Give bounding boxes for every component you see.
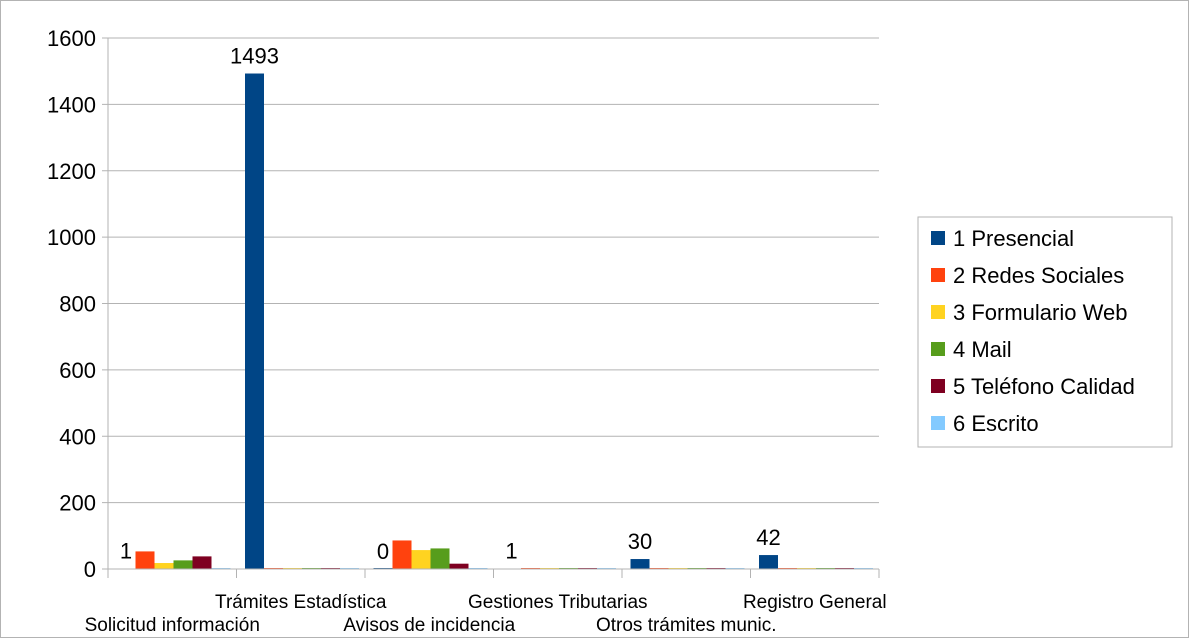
x-category-label: Otros trámites munic. — [596, 615, 777, 636]
bar-3-3 — [411, 550, 431, 569]
data-label: 1493 — [230, 44, 279, 69]
legend-swatch — [931, 231, 945, 245]
legend: 1 Presencial 2 Redes Sociales 3 Formulario… — [917, 216, 1173, 448]
legend-box — [917, 216, 1173, 448]
bar-3-1 — [154, 563, 174, 569]
legend-label: 2 Redes Sociales — [953, 263, 1124, 288]
bar-5-3 — [449, 563, 469, 569]
bar-4-3 — [430, 548, 450, 569]
bar-1-5 — [630, 559, 650, 569]
legend-swatch — [931, 342, 945, 356]
y-tick-label: 1600 — [47, 26, 96, 51]
legend-label: 4 Mail — [953, 337, 1012, 362]
y-tick-label: 400 — [59, 424, 96, 449]
legend-swatch — [931, 268, 945, 282]
data-label: 42 — [756, 525, 780, 550]
bars — [116, 73, 873, 570]
y-tick-label: 200 — [59, 491, 96, 516]
legend-swatch — [931, 305, 945, 319]
bar-1-6 — [759, 555, 778, 569]
data-label: 30 — [628, 529, 652, 554]
bar-2-1 — [135, 551, 155, 569]
y-tick-label: 1400 — [47, 92, 96, 117]
legend-swatch — [931, 379, 945, 393]
bar-1-2 — [245, 73, 264, 570]
x-category-label: Registro General — [743, 592, 887, 613]
bar-5-1 — [192, 556, 212, 569]
y-tick-label: 800 — [59, 292, 96, 317]
y-tick-label: 1000 — [47, 225, 96, 250]
y-tick-label: 1200 — [47, 159, 96, 184]
data-labels: 1 1493 0 1 30 42 — [120, 44, 781, 564]
x-category-label: Solicitud información — [85, 615, 260, 636]
legend-label: 3 Formulario Web — [953, 300, 1127, 325]
legend-label: 5 Teléfono Calidad — [953, 374, 1135, 399]
data-label: 0 — [377, 539, 389, 564]
bar-4-1 — [173, 560, 193, 569]
x-category-label: Trámites Estadística — [215, 592, 387, 613]
x-category-label: Gestiones Tributarias — [468, 592, 648, 613]
legend-label: 6 Escrito — [953, 411, 1039, 436]
legend-label: 1 Presencial — [953, 226, 1074, 251]
data-label: 1 — [120, 539, 132, 564]
bar-2-3 — [392, 540, 412, 569]
legend-swatch — [931, 416, 945, 430]
axes: 0 200 400 600 800 1000 1200 1400 1600 Solicitud i… — [47, 26, 887, 636]
data-label: 1 — [505, 539, 517, 564]
gridlines — [108, 37, 879, 570]
y-tick-label: 600 — [59, 358, 96, 383]
x-category-label: Avisos de incidencia — [343, 615, 515, 636]
y-tick-label: 0 — [84, 557, 96, 582]
